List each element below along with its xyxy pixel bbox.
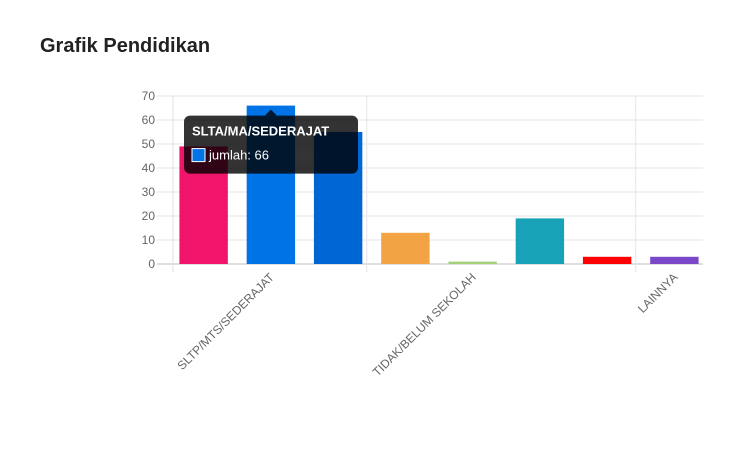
y-tick-label: 40 (142, 161, 156, 175)
tooltip-caret (264, 109, 277, 116)
bar-s1[interactable] (515, 218, 565, 264)
bar-diploma[interactable] (381, 232, 430, 264)
y-tick-label: 70 (142, 89, 156, 103)
tooltip-title: SLTA/MA/SEDERAJAT (192, 124, 329, 139)
y-tick-label: 20 (142, 209, 156, 223)
bar-s2[interactable] (582, 256, 632, 264)
y-tick-label: 60 (142, 113, 156, 127)
x-tick-label: SLTP/MTS/SEDERAJAT (175, 270, 278, 373)
y-tick-label: 30 (142, 185, 156, 199)
x-tick-label: LAINNYA (635, 270, 681, 316)
y-tick-label: 50 (142, 137, 156, 151)
tooltip-swatch (191, 148, 206, 163)
y-tick-label: 10 (142, 233, 156, 247)
tooltip-label: jumlah: 66 (208, 148, 269, 163)
bar-tidak-belum-sekolah[interactable] (448, 261, 497, 264)
tooltip-box (184, 115, 358, 174)
x-tick-label: TIDAK/BELUM SEKOLAH (370, 270, 479, 379)
page-title: Grafik Pendidikan (40, 35, 211, 57)
chart-tooltip: SLTA/MA/SEDERAJAT jumlah: 66 (184, 109, 358, 174)
bar-lainnya[interactable] (650, 256, 699, 264)
y-tick-label: 0 (148, 257, 155, 271)
